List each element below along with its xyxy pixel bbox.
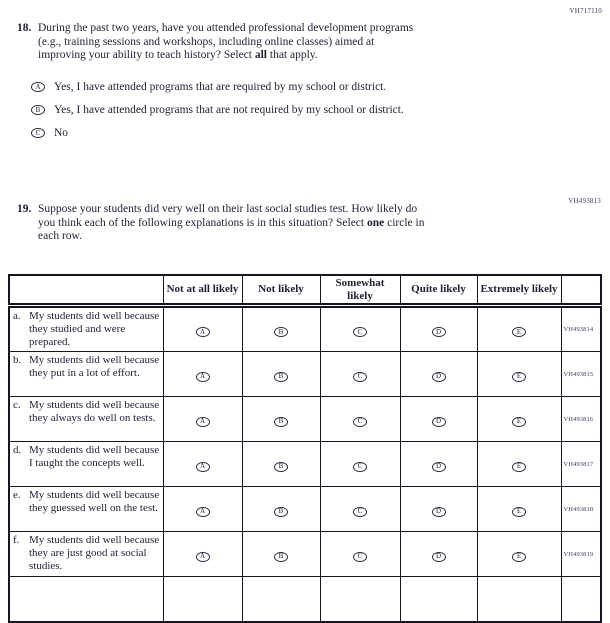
- answer-oval-e[interactable]: E: [512, 506, 526, 517]
- row-letter: d.: [13, 444, 22, 456]
- table-row-f: f. My students did well because they are …: [8, 531, 602, 577]
- question-18-line3: improving your ability to teach history?…: [38, 49, 318, 61]
- column-header-quite-likely: Quite likely: [399, 274, 478, 308]
- question-19-line3: each row.: [38, 230, 82, 242]
- row-letter: a.: [13, 310, 21, 322]
- answer-oval-b[interactable]: B: [274, 327, 288, 337]
- answer-oval-e[interactable]: E: [512, 327, 526, 337]
- table-cutoff-row: [8, 576, 602, 622]
- likelihood-matrix-table: Not at all likely Not likely Somewhat li…: [8, 274, 602, 623]
- accession-code-q19: VH493813: [568, 197, 601, 205]
- option-row-b: B Yes, I have attended programs that are…: [31, 99, 529, 122]
- column-header-not-likely: Not likely: [241, 274, 321, 308]
- answer-oval-c[interactable]: C: [353, 416, 367, 427]
- row-statement: My students did well because I taught th…: [29, 444, 160, 469]
- answer-oval-c[interactable]: C: [353, 371, 367, 382]
- question-18-line2: (e.g., training sessions and workshops, …: [38, 35, 375, 48]
- answer-oval-d[interactable]: D: [431, 506, 446, 517]
- answer-oval-d[interactable]: D: [431, 416, 446, 427]
- answer-oval-c[interactable]: C: [31, 128, 45, 138]
- table-row-a: a. My students did well because they stud…: [8, 305, 602, 352]
- answer-oval-a[interactable]: A: [195, 551, 210, 562]
- row-statement: My students did well because they put in…: [29, 354, 160, 379]
- answer-oval-a[interactable]: A: [195, 371, 210, 382]
- table-header-row: Not at all likely Not likely Somewhat li…: [8, 274, 602, 308]
- question-18: 18. During the past two years, have you …: [17, 22, 529, 145]
- question-19-number: 19.: [17, 203, 32, 215]
- option-label-b: Yes, I have attended programs that are n…: [54, 104, 404, 116]
- row-letter: c.: [13, 399, 21, 411]
- question-18-options: A Yes, I have attended programs that are…: [31, 76, 529, 145]
- answer-oval-b[interactable]: B: [274, 371, 288, 382]
- header-empty: [8, 274, 164, 308]
- option-label-a: Yes, I have attended programs that are r…: [54, 81, 387, 93]
- question-18-text: During the past two years, have you atte…: [38, 22, 529, 63]
- row-code: VH493819: [560, 531, 602, 577]
- answer-oval-b[interactable]: B: [31, 105, 45, 115]
- row-code: VH493816: [560, 396, 602, 442]
- table-row-b: b. My students did well because they put …: [8, 351, 602, 397]
- answer-oval-d[interactable]: D: [431, 461, 446, 472]
- answer-oval-e[interactable]: E: [512, 371, 526, 382]
- question-18-line1: During the past two years, have you atte…: [38, 22, 414, 34]
- option-row-a: A Yes, I have attended programs that are…: [31, 76, 529, 99]
- option-row-c: C No: [31, 122, 529, 145]
- row-statement: My students did well because they studie…: [29, 310, 160, 348]
- table-row-c: c. My students did well because they alwa…: [8, 396, 602, 442]
- answer-oval-a[interactable]: A: [195, 327, 210, 337]
- column-header-extremely-likely: Extremely likely: [476, 274, 562, 308]
- answer-oval-c[interactable]: C: [353, 327, 367, 337]
- answer-oval-a[interactable]: A: [195, 461, 210, 472]
- row-statement: My students did well because they always…: [29, 399, 160, 424]
- answer-oval-e[interactable]: E: [512, 416, 526, 427]
- column-header-not-at-all-likely: Not at all likely: [162, 274, 243, 308]
- option-label-c: No: [54, 127, 69, 139]
- answer-oval-d[interactable]: D: [431, 327, 446, 337]
- answer-oval-b[interactable]: B: [274, 506, 288, 517]
- answer-oval-c[interactable]: C: [353, 461, 367, 472]
- table-row-e: e. My students did well because they gues…: [8, 486, 602, 532]
- table-row-d: d. My students did well because I taught …: [8, 441, 602, 487]
- answer-oval-a[interactable]: A: [31, 82, 45, 92]
- question-19: 19. Suppose your students did very well …: [17, 203, 545, 244]
- accession-code-q18: VH717110: [569, 7, 602, 15]
- row-code: VH493818: [560, 486, 602, 532]
- answer-oval-c[interactable]: C: [353, 506, 367, 517]
- header-code-empty: [560, 274, 602, 308]
- answer-oval-b[interactable]: B: [274, 416, 288, 427]
- answer-oval-a[interactable]: A: [195, 416, 210, 427]
- row-code: VH493814: [560, 305, 602, 352]
- column-header-somewhat-likely: Somewhat likely: [319, 274, 401, 308]
- row-code: VH493815: [560, 351, 602, 397]
- answer-oval-b[interactable]: B: [274, 461, 288, 472]
- row-code: VH493817: [560, 441, 602, 487]
- question-19-text: Suppose your students did very well on t…: [38, 203, 545, 244]
- answer-oval-e[interactable]: E: [512, 461, 526, 472]
- row-letter: b.: [13, 354, 22, 366]
- answer-oval-b[interactable]: B: [274, 551, 288, 562]
- row-statement: My students did well because they are ju…: [29, 534, 160, 572]
- row-letter: f.: [13, 534, 20, 546]
- question-19-line2: you think each of the following explanat…: [38, 216, 425, 229]
- answer-oval-d[interactable]: D: [431, 371, 446, 382]
- question-19-line1: Suppose your students did very well on t…: [38, 203, 418, 215]
- row-letter: e.: [13, 489, 21, 501]
- question-18-number: 18.: [17, 22, 32, 34]
- answer-oval-a[interactable]: A: [195, 506, 210, 517]
- answer-oval-e[interactable]: E: [512, 551, 526, 562]
- row-statement: My students did well because they guesse…: [29, 489, 160, 514]
- answer-oval-c[interactable]: C: [353, 551, 367, 562]
- answer-oval-d[interactable]: D: [431, 551, 446, 562]
